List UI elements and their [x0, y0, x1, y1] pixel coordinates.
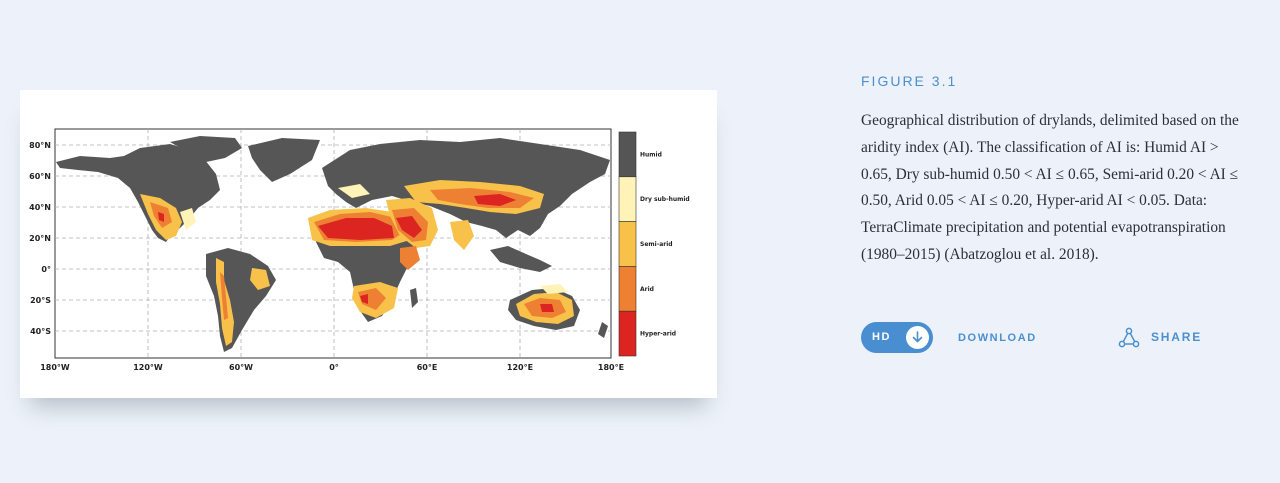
- latitude-labels: 80°N 60°N 40°N 20°N 0° 20°S 40°S: [29, 141, 51, 336]
- latitude-label: 0°: [41, 265, 51, 274]
- dryland-zones: [140, 180, 574, 346]
- longitude-label: 60°W: [229, 363, 253, 372]
- latitude-label: 20°N: [29, 234, 51, 243]
- latitude-label: 40°N: [29, 203, 51, 212]
- legend-label: Dry sub-humid: [640, 196, 690, 203]
- longitude-label: 60°E: [417, 363, 438, 372]
- longitude-label: 0°: [329, 363, 339, 372]
- figure-image-card[interactable]: 80°N 60°N 40°N 20°N 0° 20°S 40°S 180°W 120°W 60°…: [20, 90, 717, 398]
- legend-label: Semi-arid: [640, 241, 673, 248]
- latitude-label: 40°S: [30, 327, 51, 336]
- hd-label: HD: [872, 331, 891, 343]
- longitude-labels: 180°W 120°W 60°W 0° 60°E 120°E 180°E: [40, 363, 624, 372]
- longitude-label: 120°W: [133, 363, 163, 372]
- hd-download-button[interactable]: HD: [861, 322, 933, 353]
- latitude-label: 80°N: [29, 141, 51, 150]
- download-arrow-icon: [906, 326, 929, 349]
- aridity-legend: Humid Dry sub-humid Semi-arid Arid Hyper-ari…: [618, 131, 690, 357]
- longitude-label: 120°E: [507, 363, 533, 372]
- figure-number: FIGURE 3.1: [861, 73, 958, 89]
- legend-label: Hyper-arid: [640, 331, 676, 338]
- download-link[interactable]: DOWNLOAD: [958, 332, 1037, 344]
- latitude-label: 60°N: [29, 172, 51, 181]
- legend-swatch: [618, 131, 637, 178]
- legend-swatch: [618, 221, 637, 267]
- legend-label: Arid: [640, 286, 654, 293]
- share-network-icon: [1117, 326, 1141, 355]
- figure-caption-panel: FIGURE 3.1 Geographical distribution of …: [861, 70, 1261, 269]
- figure-actions: HD DOWNLOAD SHARE: [861, 322, 1261, 354]
- dryland-world-map: 80°N 60°N 40°N 20°N 0° 20°S 40°S 180°W 120°W 60°…: [29, 128, 690, 372]
- longitude-label: 180°E: [598, 363, 624, 372]
- longitude-label: 180°W: [40, 363, 70, 372]
- legend-swatch: [618, 176, 637, 222]
- legend-swatch: [618, 266, 637, 312]
- latitude-label: 20°S: [30, 296, 51, 305]
- legend-swatch: [618, 310, 637, 357]
- share-label: SHARE: [1151, 330, 1203, 344]
- figure-caption: Geographical distribution of drylands, d…: [861, 112, 1239, 263]
- legend-label: Humid: [640, 151, 662, 158]
